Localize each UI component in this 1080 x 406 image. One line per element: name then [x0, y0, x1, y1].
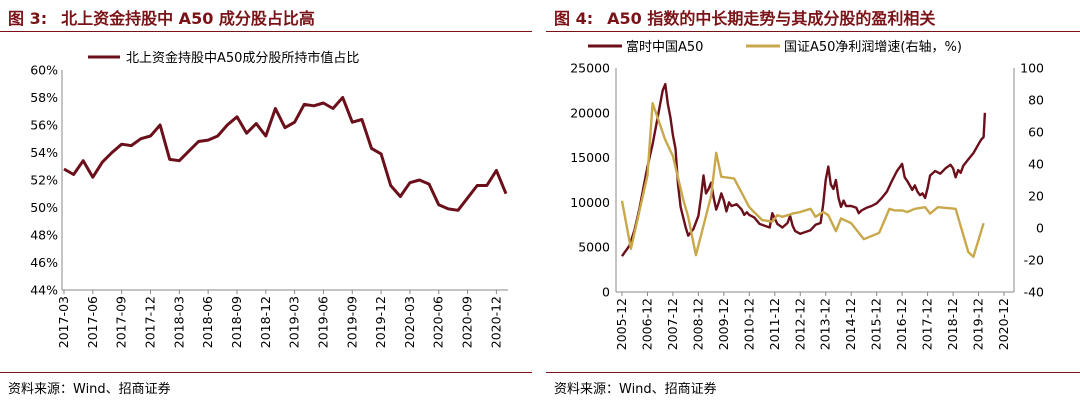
left-y-tick-label: 58% [30, 90, 58, 105]
left-x-tick-label: 2020-12 [488, 296, 503, 348]
left-legend-label: 北上资金持股中A50成分股所持市值占比 [126, 50, 359, 66]
right-x-tick-label: 2016-12 [894, 298, 909, 350]
right-figure-caption: A50 指数的中长期走势与其成分股的盈利相关 [607, 9, 936, 28]
right-y-tick-label: 20000 [570, 105, 610, 120]
right-x-tick-label: 2020-12 [996, 298, 1011, 350]
right-y2-tick-label: 100 [1020, 61, 1044, 76]
right-bottom-rule [546, 372, 1080, 373]
left-figure-caption: 北上资金持股中 A50 成分股占比高 [61, 9, 315, 28]
left-x-tick-label: 2017-06 [85, 296, 100, 348]
right-chart: 0 5000 10000 15000 20000 25000 -40 -20 0 20 40 60 80… [570, 39, 1044, 350]
left-x-tick-label: 2018-06 [200, 296, 215, 348]
right-x-tick-label: 2019-12 [971, 298, 986, 350]
right-y-tick-label: 0 [602, 285, 610, 300]
left-bottom-rule [0, 372, 532, 373]
left-x-tick-label: 2020-06 [431, 296, 446, 348]
right-series-profit-growth-line [620, 101, 985, 259]
left-x-tick-label: 2019-09 [344, 296, 359, 348]
right-y-tick-label: 25000 [570, 61, 610, 76]
left-y-tick-label: 60% [30, 63, 58, 78]
left-x-tick-label: 2017-03 [56, 296, 71, 348]
right-source-note: 资料来源：Wind、招商证券 [554, 382, 717, 397]
left-y-tick-label: 46% [30, 255, 58, 270]
left-x-tick-label: 2019-12 [373, 296, 388, 348]
right-x-tick-label: 2017-12 [920, 298, 935, 350]
right-series-a50-line [621, 82, 987, 257]
left-x-tick-label: 2018-03 [171, 296, 186, 348]
left-x-tick-label: 2018-09 [229, 296, 244, 348]
right-y-tick-label: 15000 [570, 150, 610, 165]
right-y2-tick-label: -20 [1024, 253, 1044, 268]
left-y-tick-label: 56% [30, 118, 58, 133]
right-y2-tick-label: 60 [1028, 125, 1044, 140]
right-y2-tick-label: 20 [1028, 189, 1044, 204]
right-figure-title: 图 4: A50 指数的中长期走势与其成分股的盈利相关 [554, 5, 935, 29]
right-figure-panel: 图 4: A50 指数的中长期走势与其成分股的盈利相关 0 5000 10000 150… [546, 0, 1080, 406]
right-top-rule [546, 31, 1080, 32]
left-figure-panel: 图 3: 北上资金持股中 A50 成分股占比高 44% 46% 48% 50% 52% 54… [0, 0, 532, 406]
right-y2-tick-label: -40 [1024, 285, 1044, 300]
left-series-line [63, 96, 508, 212]
left-chart: 44% 46% 48% 50% 52% 54% 56% 58% 60% 2017-03 2017-0… [30, 50, 508, 348]
right-x-tick-label: 2009-12 [716, 298, 731, 350]
left-source-note: 资料来源：Wind、招商证券 [8, 382, 171, 397]
left-y-tick-label: 52% [30, 173, 58, 188]
right-y2-tick-label: 0 [1036, 221, 1044, 236]
left-x-tick-label: 2020-09 [460, 296, 475, 348]
right-x-tick-label: 2006-12 [639, 298, 654, 350]
right-figure-number: 图 4: [554, 9, 594, 28]
right-y-tick-label: 5000 [578, 240, 610, 255]
left-x-tick-label: 2019-06 [315, 296, 330, 348]
right-x-tick-label: 2014-12 [843, 298, 858, 350]
left-x-tick-label: 2017-12 [142, 296, 157, 348]
right-x-tick-label: 2011-12 [767, 298, 782, 350]
left-y-tick-label: 44% [30, 283, 58, 298]
right-x-tick-label: 2005-12 [614, 298, 629, 350]
left-x-tick-label: 2019-03 [287, 296, 302, 348]
right-legend-profit-label: 国证A50净利润增速(右轴，%) [784, 40, 962, 55]
right-x-tick-label: 2018-12 [945, 298, 960, 350]
left-x-tick-label: 2018-12 [258, 296, 273, 348]
right-y2-tick-label: 80 [1028, 93, 1044, 108]
left-x-tick-label: 2020-03 [402, 296, 417, 348]
right-y-tick-label: 10000 [570, 195, 610, 210]
right-x-tick-label: 2012-12 [792, 298, 807, 350]
left-y-tick-label: 50% [30, 200, 58, 215]
right-x-tick-label: 2015-12 [869, 298, 884, 350]
left-y-tick-label: 48% [30, 228, 58, 243]
left-figure-title: 图 3: 北上资金持股中 A50 成分股占比高 [8, 5, 315, 29]
right-y2-tick-label: 40 [1028, 157, 1044, 172]
right-legend-a50-label: 富时中国A50 [626, 39, 703, 55]
right-x-tick-label: 2007-12 [665, 298, 680, 350]
left-figure-number: 图 3: [8, 9, 48, 28]
right-x-tick-label: 2010-12 [741, 298, 756, 350]
right-x-tick-label: 2008-12 [690, 298, 705, 350]
right-x-tick-label: 2013-12 [818, 298, 833, 350]
left-x-tick-label: 2017-09 [114, 296, 129, 348]
left-y-tick-label: 54% [30, 145, 58, 160]
left-top-rule [0, 31, 532, 32]
